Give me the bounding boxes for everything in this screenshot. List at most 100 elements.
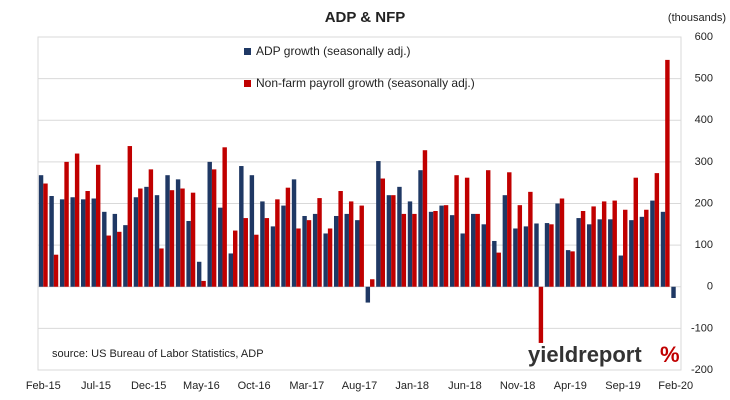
x-tick-label: Feb-20 [658, 380, 693, 392]
bar [233, 230, 238, 287]
bar [570, 251, 575, 287]
bar [464, 177, 470, 287]
bar [53, 254, 59, 287]
x-tick-label: Sep-19 [605, 380, 640, 392]
bar [380, 178, 386, 287]
bar [355, 220, 360, 287]
bar [144, 186, 149, 287]
bar [580, 210, 586, 287]
x-tick-label: Jul-15 [81, 380, 111, 392]
bar [538, 286, 544, 343]
bar [502, 195, 508, 287]
bar [323, 233, 328, 287]
bar [565, 250, 571, 287]
x-tick-label: Oct-16 [238, 380, 271, 392]
bar [154, 195, 160, 287]
bar [196, 261, 202, 287]
bar [507, 172, 512, 287]
legend-label: Non-farm payroll growth (seasonally adj.… [256, 76, 475, 90]
bar [597, 219, 602, 287]
y-tick-label: 600 [695, 31, 713, 43]
y-tick-label: -100 [691, 322, 713, 334]
y-tick-label: 0 [707, 281, 713, 293]
bar [317, 198, 322, 287]
bar [281, 205, 286, 287]
bar [534, 223, 539, 287]
bar [523, 226, 529, 287]
bar [492, 240, 497, 287]
bar [180, 188, 185, 287]
bar [386, 195, 392, 287]
bar [559, 198, 565, 287]
bar [660, 211, 666, 287]
legend-swatch [244, 48, 251, 55]
bar [397, 186, 402, 287]
bar [148, 169, 154, 287]
bar [285, 187, 291, 287]
bar [239, 166, 244, 287]
y-tick-label: 500 [695, 73, 713, 85]
bar [243, 218, 248, 287]
bar [528, 191, 533, 287]
bar [608, 219, 613, 287]
bar [207, 161, 212, 287]
bar [228, 253, 234, 287]
bar [296, 228, 301, 287]
bar [428, 211, 434, 287]
bar [485, 170, 491, 287]
bar [549, 224, 554, 287]
bar [264, 218, 270, 287]
bar [127, 146, 133, 287]
bar [475, 213, 480, 287]
bar [306, 220, 312, 287]
bar [123, 225, 128, 287]
bar [190, 192, 196, 287]
bar [43, 183, 48, 287]
bar [201, 280, 206, 287]
bar [671, 286, 676, 298]
bar [422, 150, 428, 287]
bar [471, 213, 476, 287]
bar [249, 175, 255, 287]
bar [312, 213, 318, 287]
logo: yieldreport [528, 342, 642, 367]
bar [629, 220, 634, 287]
bar [106, 235, 111, 287]
bar [211, 169, 217, 287]
y-tick-label: 200 [695, 197, 713, 209]
bar [639, 216, 645, 287]
x-tick-label: May-16 [183, 380, 220, 392]
bar [449, 215, 455, 287]
bar [618, 255, 624, 287]
bar [59, 199, 65, 287]
bar [275, 199, 280, 287]
bar [365, 286, 371, 303]
bar [633, 177, 638, 287]
bar [218, 207, 223, 287]
bar [74, 153, 80, 287]
bar [391, 195, 396, 287]
bar [650, 200, 655, 287]
bar [359, 205, 364, 287]
bar [460, 233, 465, 287]
bar [138, 188, 143, 287]
bar [222, 147, 227, 287]
bar [112, 213, 118, 287]
bar [591, 206, 596, 287]
bar [407, 201, 413, 287]
bar [544, 223, 550, 287]
x-tick-label: Aug-17 [342, 380, 377, 392]
x-tick-label: Dec-15 [131, 380, 166, 392]
bar [517, 205, 523, 287]
bar [348, 201, 354, 287]
bar [623, 209, 628, 287]
bar [370, 279, 375, 287]
bar [433, 210, 438, 287]
bar [64, 161, 69, 287]
bar [333, 215, 339, 287]
bar [344, 213, 349, 287]
bar [612, 200, 617, 287]
y-axis-label: (thousands) [668, 12, 726, 24]
y-tick-label: 100 [695, 239, 713, 251]
